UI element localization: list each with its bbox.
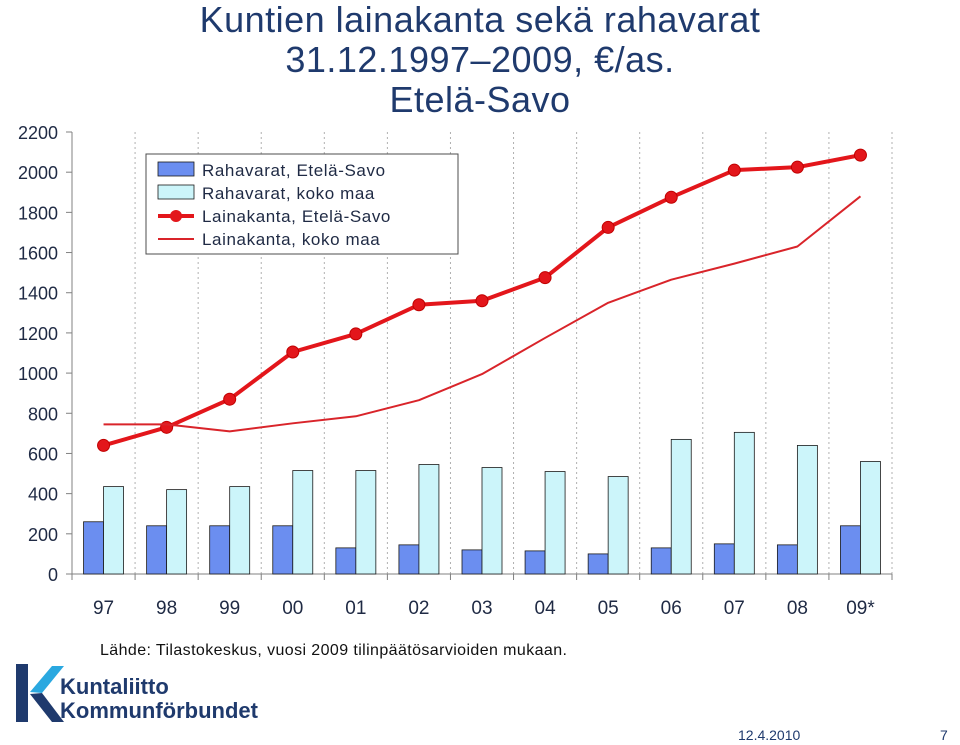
kuntaliitto-logo-icon bbox=[16, 664, 64, 722]
x-tick-label: 04 bbox=[535, 598, 557, 619]
title-line-3: Etelä-Savo bbox=[389, 79, 571, 120]
data-point-lainakanta-etela-savo bbox=[160, 420, 174, 434]
data-point-lainakanta-etela-savo bbox=[664, 190, 678, 204]
bar-rahavarat-etela-savo bbox=[398, 544, 420, 575]
bar-rahavarat-koko-maa bbox=[670, 438, 692, 575]
bar-rahavarat-etela-savo bbox=[272, 525, 294, 575]
data-point-lainakanta-etela-savo bbox=[97, 438, 111, 452]
x-tick-label: 02 bbox=[408, 598, 429, 619]
bar-rahavarat-koko-maa bbox=[481, 467, 503, 575]
y-tick-label: 1800 bbox=[18, 203, 58, 223]
x-tick-label: 97 bbox=[93, 598, 114, 619]
bar-rahavarat-etela-savo bbox=[209, 525, 231, 575]
bar-rahavarat-koko-maa bbox=[796, 445, 818, 575]
bar-rahavarat-etela-savo bbox=[776, 544, 798, 575]
x-tick-label: 03 bbox=[471, 598, 492, 619]
bar-rahavarat-etela-savo bbox=[650, 547, 672, 575]
y-tick-label: 1600 bbox=[18, 244, 58, 264]
chart-title: Kuntien lainakanta sekä rahavarat 31.12.… bbox=[150, 0, 810, 120]
data-point-lainakanta-etela-savo bbox=[790, 160, 804, 174]
data-point-lainakanta-etela-savo bbox=[538, 271, 552, 285]
y-tick-label: 1000 bbox=[18, 364, 58, 384]
y-tick-label: 600 bbox=[28, 444, 58, 464]
logo-text-line2: Kommunförbundet bbox=[60, 698, 258, 723]
footer-date: 12.4.2010 bbox=[738, 727, 801, 743]
series-line-lainakanta-koko-maa bbox=[103, 195, 862, 433]
source-note: Lähde: Tilastokeskus, vuosi 2009 tilinpä… bbox=[100, 642, 568, 659]
x-tick-label: 07 bbox=[724, 598, 745, 619]
bar-rahavarat-etela-savo bbox=[840, 525, 861, 575]
y-tick-label: 800 bbox=[28, 404, 58, 424]
x-tick-label: 01 bbox=[345, 598, 366, 619]
title-line-1: Kuntien lainakanta sekä rahavarat bbox=[199, 0, 761, 40]
legend-label: Rahavarat, Etelä-Savo bbox=[202, 161, 386, 180]
legend-swatch bbox=[157, 184, 195, 200]
title-line-2: 31.12.1997–2009, €/as. bbox=[285, 39, 675, 80]
data-point-lainakanta-etela-savo bbox=[412, 298, 426, 312]
data-point-lainakanta-etela-savo bbox=[349, 327, 363, 341]
x-tick-label: 08 bbox=[787, 598, 808, 619]
bar-rahavarat-etela-savo bbox=[524, 550, 546, 575]
x-tick-label: 06 bbox=[661, 598, 682, 619]
bar-rahavarat-koko-maa bbox=[355, 470, 377, 575]
legend-label: Lainakanta, koko maa bbox=[202, 230, 380, 249]
bar-rahavarat-koko-maa bbox=[418, 464, 440, 575]
x-tick-label: 09* bbox=[846, 598, 875, 619]
y-tick-label: 400 bbox=[28, 485, 58, 505]
legend-box bbox=[145, 153, 459, 255]
data-point-lainakanta-etela-savo bbox=[853, 148, 867, 162]
legend-swatch-marker bbox=[170, 210, 182, 222]
logo-text-line1: Kuntaliitto bbox=[60, 674, 169, 699]
y-tick-label: 2000 bbox=[18, 163, 58, 183]
bar-rahavarat-koko-maa bbox=[607, 476, 629, 575]
bar-rahavarat-koko-maa bbox=[544, 471, 566, 575]
bar-rahavarat-etela-savo bbox=[587, 553, 609, 575]
data-point-lainakanta-etela-savo bbox=[286, 345, 300, 359]
bar-rahavarat-koko-maa bbox=[103, 486, 124, 575]
y-tick-label: 1400 bbox=[18, 284, 58, 304]
bar-rahavarat-etela-savo bbox=[461, 549, 483, 575]
bar-rahavarat-etela-savo bbox=[146, 525, 168, 575]
x-tick-label: 98 bbox=[156, 598, 177, 619]
data-point-lainakanta-etela-savo bbox=[475, 294, 489, 308]
x-tick-label: 00 bbox=[282, 598, 303, 619]
x-tick-label: 99 bbox=[219, 598, 240, 619]
y-tick-label: 200 bbox=[28, 525, 58, 545]
bar-rahavarat-etela-savo bbox=[713, 543, 735, 575]
page-number: 7 bbox=[940, 727, 948, 743]
legend-label: Lainakanta, Etelä-Savo bbox=[202, 207, 391, 226]
y-tick-label: 1200 bbox=[18, 324, 58, 344]
bar-rahavarat-koko-maa bbox=[733, 431, 755, 575]
legend-label: Rahavarat, koko maa bbox=[202, 184, 375, 203]
legend-swatch bbox=[157, 161, 195, 177]
bar-rahavarat-koko-maa bbox=[166, 489, 188, 575]
bar-rahavarat-koko-maa bbox=[860, 461, 881, 575]
y-tick-label: 2200 bbox=[18, 123, 58, 143]
bar-rahavarat-etela-savo bbox=[83, 521, 104, 575]
bar-rahavarat-koko-maa bbox=[229, 486, 251, 575]
x-tick-label: 05 bbox=[598, 598, 619, 619]
bar-rahavarat-koko-maa bbox=[292, 470, 314, 575]
bar-rahavarat-etela-savo bbox=[335, 547, 357, 575]
chart: 0200400600800100012001400160018002000220… bbox=[18, 123, 893, 619]
data-point-lainakanta-etela-savo bbox=[601, 220, 615, 234]
data-point-lainakanta-etela-savo bbox=[727, 163, 741, 177]
data-point-lainakanta-etela-savo bbox=[223, 392, 237, 406]
y-tick-label: 0 bbox=[48, 565, 58, 585]
